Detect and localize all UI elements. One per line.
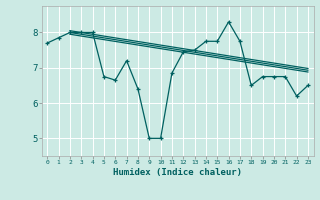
X-axis label: Humidex (Indice chaleur): Humidex (Indice chaleur) — [113, 168, 242, 177]
